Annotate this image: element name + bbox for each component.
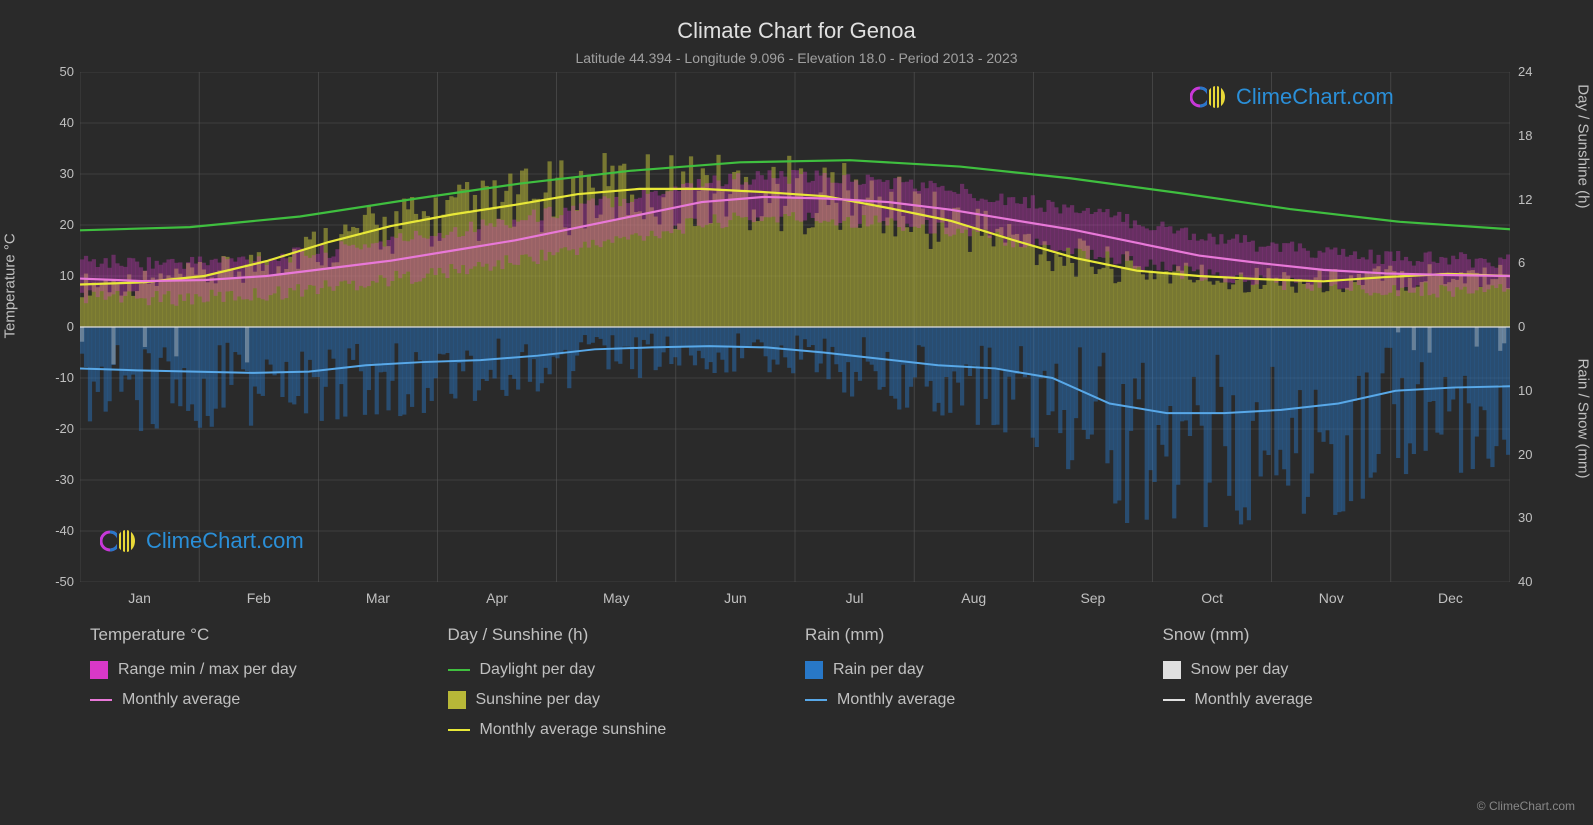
ytick-left: 20 xyxy=(44,217,74,232)
legend-item: Sunshine per day xyxy=(448,691,796,709)
ytick-right-bottom: 20 xyxy=(1518,447,1548,462)
legend-line-icon xyxy=(448,669,470,671)
ytick-left: 50 xyxy=(44,64,74,79)
ytick-left: 30 xyxy=(44,166,74,181)
month-label: Mar xyxy=(358,590,398,606)
legend-item-label: Daylight per day xyxy=(480,661,596,679)
legend-item: Range min / max per day xyxy=(90,661,438,679)
ytick-right-top: 24 xyxy=(1518,64,1548,79)
month-label: Aug xyxy=(954,590,994,606)
legend-group: Snow (mm) Snow per day Monthly average xyxy=(1163,625,1511,751)
brand-logo-icon xyxy=(100,528,140,554)
ytick-right-top: 0 xyxy=(1518,319,1548,334)
ytick-right-top: 18 xyxy=(1518,128,1548,143)
ytick-right-bottom: 40 xyxy=(1518,574,1548,589)
month-label: Nov xyxy=(1311,590,1351,606)
plot-area xyxy=(80,72,1510,582)
watermark-top: ClimeChart.com xyxy=(1190,84,1394,110)
month-label: Jan xyxy=(120,590,160,606)
month-label: Jul xyxy=(835,590,875,606)
legend-group: Day / Sunshine (h) Daylight per day Sunshi… xyxy=(448,625,796,751)
chart-subtitle: Latitude 44.394 - Longitude 9.096 - Elev… xyxy=(0,44,1593,66)
ytick-left: -10 xyxy=(44,370,74,385)
legend-item-label: Sunshine per day xyxy=(476,691,601,709)
ytick-left: -30 xyxy=(44,472,74,487)
legend-swatch-icon xyxy=(90,661,108,679)
ytick-left: 10 xyxy=(44,268,74,283)
legend-item-label: Monthly average xyxy=(837,691,955,709)
legend-item: Monthly average xyxy=(805,691,1153,709)
ytick-right-top: 12 xyxy=(1518,192,1548,207)
brand-text: ClimeChart.com xyxy=(146,528,304,554)
ytick-left: -20 xyxy=(44,421,74,436)
watermark-bottom: ClimeChart.com xyxy=(100,528,304,554)
legend-line-icon xyxy=(90,699,112,701)
legend-line-icon xyxy=(448,729,470,731)
ytick-left: -40 xyxy=(44,523,74,538)
month-label: Jun xyxy=(715,590,755,606)
legend-group-title: Day / Sunshine (h) xyxy=(448,625,796,645)
ytick-left: 0 xyxy=(44,319,74,334)
month-label: Dec xyxy=(1430,590,1470,606)
ytick-right-top: 6 xyxy=(1518,255,1548,270)
legend-item-label: Rain per day xyxy=(833,661,924,679)
month-label: May xyxy=(596,590,636,606)
legend-item-label: Range min / max per day xyxy=(118,661,297,679)
ytick-right-bottom: 30 xyxy=(1518,510,1548,525)
legend: Temperature °C Range min / max per day Mon… xyxy=(90,625,1510,751)
y-axis-right-bottom-label: Rain / Snow (mm) xyxy=(1575,358,1592,478)
ytick-right-bottom: 10 xyxy=(1518,383,1548,398)
legend-item-label: Snow per day xyxy=(1191,661,1289,679)
brand-text: ClimeChart.com xyxy=(1236,84,1394,110)
legend-item: Rain per day xyxy=(805,661,1153,679)
legend-item: Monthly average xyxy=(90,691,438,709)
month-label: Feb xyxy=(239,590,279,606)
legend-group: Temperature °C Range min / max per day Mon… xyxy=(90,625,438,751)
copyright: © ClimeChart.com xyxy=(1477,799,1575,813)
legend-item: Monthly average xyxy=(1163,691,1511,709)
legend-item-label: Monthly average sunshine xyxy=(480,721,667,739)
brand-logo-icon xyxy=(1190,84,1230,110)
legend-item: Monthly average sunshine xyxy=(448,721,796,739)
legend-group-title: Snow (mm) xyxy=(1163,625,1511,645)
y-axis-left-label: Temperature °C xyxy=(2,233,19,338)
month-label: Apr xyxy=(477,590,517,606)
legend-line-icon xyxy=(1163,699,1185,701)
legend-group-title: Rain (mm) xyxy=(805,625,1153,645)
legend-swatch-icon xyxy=(448,691,466,709)
legend-item: Snow per day xyxy=(1163,661,1511,679)
climate-plot-svg xyxy=(80,72,1510,582)
y-axis-right-top-label: Day / Sunshine (h) xyxy=(1575,84,1592,208)
legend-swatch-icon xyxy=(805,661,823,679)
ytick-left: 40 xyxy=(44,115,74,130)
month-label: Oct xyxy=(1192,590,1232,606)
legend-swatch-icon xyxy=(1163,661,1181,679)
legend-item-label: Monthly average xyxy=(122,691,240,709)
month-label: Sep xyxy=(1073,590,1113,606)
climate-chart-container: Climate Chart for Genoa Latitude 44.394 … xyxy=(0,0,1593,825)
legend-item: Daylight per day xyxy=(448,661,796,679)
legend-group-title: Temperature °C xyxy=(90,625,438,645)
legend-group: Rain (mm) Rain per day Monthly average xyxy=(805,625,1153,751)
legend-line-icon xyxy=(805,699,827,701)
chart-title: Climate Chart for Genoa xyxy=(0,0,1593,44)
legend-item-label: Monthly average xyxy=(1195,691,1313,709)
ytick-left: -50 xyxy=(44,574,74,589)
